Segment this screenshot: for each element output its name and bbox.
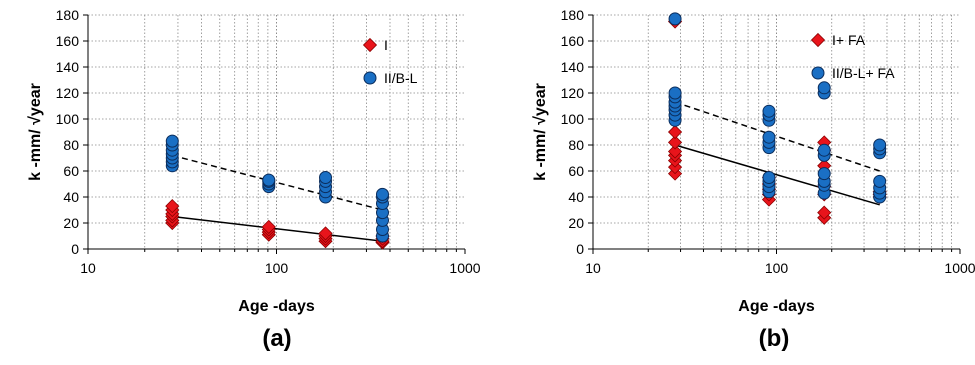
x-axis-label: Age -days bbox=[738, 298, 815, 315]
data-point bbox=[319, 171, 333, 184]
y-tick-label: 120 bbox=[561, 85, 585, 101]
data-point bbox=[318, 226, 333, 241]
y-tick-label: 160 bbox=[56, 33, 80, 49]
data-point bbox=[817, 81, 831, 95]
legend-marker bbox=[811, 66, 825, 80]
y-tick-label: 20 bbox=[63, 215, 79, 231]
y-tick-label: 0 bbox=[576, 241, 584, 257]
y-tick-label: 100 bbox=[561, 111, 585, 127]
data-point bbox=[667, 124, 683, 140]
x-tick-label: 1000 bbox=[449, 260, 480, 276]
data-point bbox=[667, 144, 683, 159]
data-point bbox=[762, 104, 776, 118]
chart-panel-b: 0 20 40 60 80 100 120 140 160 180 10 100 1000 Age -da… bbox=[532, 7, 975, 352]
y-tick-label: 40 bbox=[63, 189, 79, 205]
trendline bbox=[172, 154, 383, 211]
y-tick-label: 140 bbox=[561, 59, 585, 75]
data-point bbox=[262, 173, 276, 187]
trendline bbox=[674, 144, 880, 206]
data-point bbox=[261, 219, 276, 234]
y-axis-label: k -mm/ √year bbox=[27, 83, 44, 181]
x-tick-label: 100 bbox=[265, 260, 289, 276]
y-tick-label: 100 bbox=[56, 111, 80, 127]
y-tick-label: 140 bbox=[56, 59, 80, 75]
x-axis-label: Age -days bbox=[238, 298, 315, 315]
data-point bbox=[165, 134, 179, 148]
data-point bbox=[668, 12, 682, 26]
trendline bbox=[674, 101, 880, 172]
legend-entry: I bbox=[384, 37, 388, 53]
y-tick-label: 180 bbox=[561, 7, 585, 23]
data-point bbox=[817, 167, 831, 181]
data-point bbox=[817, 143, 831, 157]
legend-entry: II/B-L bbox=[384, 70, 418, 86]
legend-marker bbox=[362, 37, 378, 53]
y-tick-label: 80 bbox=[63, 137, 79, 153]
data-point bbox=[165, 199, 180, 214]
legend-marker bbox=[810, 32, 826, 48]
y-tick-label: 160 bbox=[561, 33, 585, 49]
legend-marker bbox=[363, 71, 377, 85]
x-tick-label: 10 bbox=[585, 260, 601, 276]
chart-panel-a: 0 20 40 60 80 100 120 140 160 180 10 100 1000 Age -da… bbox=[27, 7, 481, 352]
data-point bbox=[668, 86, 682, 100]
data-point bbox=[375, 187, 389, 201]
data-point bbox=[873, 174, 887, 188]
y-tick-label: 60 bbox=[63, 163, 79, 179]
data-point bbox=[762, 171, 776, 184]
y-tick-label: 40 bbox=[568, 189, 584, 205]
legend-entry: II/B-L+ FA bbox=[832, 65, 895, 81]
data-point bbox=[667, 135, 683, 150]
y-tick-label: 0 bbox=[71, 241, 79, 257]
y-tick-label: 60 bbox=[568, 163, 584, 179]
x-tick-label: 100 bbox=[765, 260, 789, 276]
panel-label: (a) bbox=[262, 325, 291, 352]
data-point bbox=[817, 205, 832, 220]
data-point bbox=[873, 138, 887, 152]
y-tick-label: 180 bbox=[56, 7, 80, 23]
y-tick-label: 80 bbox=[568, 137, 584, 153]
trendline bbox=[172, 215, 383, 242]
x-tick-label: 1000 bbox=[944, 260, 975, 276]
y-tick-label: 120 bbox=[56, 85, 80, 101]
y-tick-label: 20 bbox=[568, 215, 584, 231]
panel-label: (b) bbox=[759, 325, 790, 352]
legend-entry: I+ FA bbox=[832, 32, 866, 48]
data-point bbox=[762, 130, 776, 144]
x-tick-label: 10 bbox=[80, 260, 96, 276]
y-axis-label: k -mm/ √year bbox=[532, 83, 549, 181]
